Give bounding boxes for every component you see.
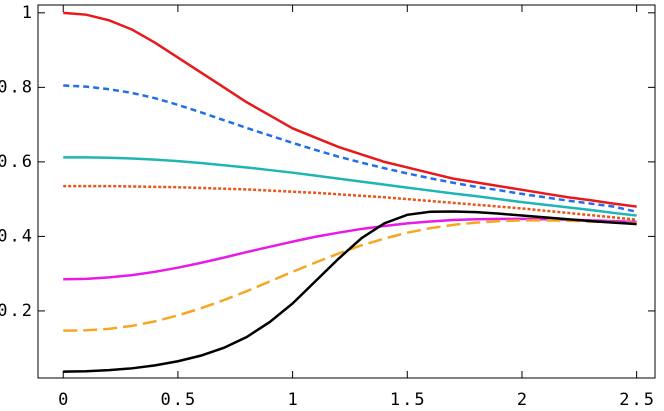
x-tick-label: 1 [287,390,299,410]
x-tick-label: 2.5 [619,390,656,410]
y-tick-label: 0.6 [0,152,34,172]
x-tick-label: 0.5 [161,390,198,410]
y-tick-label: 0.4 [0,226,34,246]
series-line [63,219,637,332]
y-tick-label: 1 [22,3,34,23]
series-line [63,184,637,221]
series-line [63,210,637,373]
series-line [63,217,637,281]
series-line [63,84,637,214]
series-line [63,11,637,208]
x-tick-label: 2 [517,390,529,410]
x-tick-label: 1.5 [390,390,427,410]
y-tick-label: 0.2 [0,301,34,321]
x-tick-label: 0 [58,390,70,410]
series-line [63,156,637,217]
plot-frame [37,4,656,379]
y-tick-label: 0.8 [0,77,34,97]
